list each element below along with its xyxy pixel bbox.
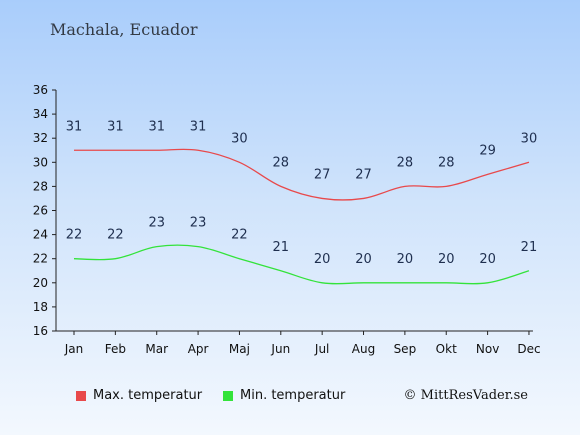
x-tick-label: Jul: [314, 342, 329, 356]
data-label-min: 22: [107, 228, 124, 243]
y-tick-label: 36: [33, 83, 48, 97]
data-label-min: 20: [355, 252, 372, 267]
data-label-max: 28: [273, 155, 290, 170]
x-tick-label: Okt: [436, 342, 457, 356]
legend-label-min: Min. temperatur: [240, 388, 346, 403]
data-label-min: 21: [521, 240, 538, 255]
x-tick-label: Sep: [394, 342, 417, 356]
legend-label-max: Max. temperatur: [93, 388, 203, 403]
data-label-min: 20: [314, 252, 331, 267]
x-tick-label: Apr: [188, 342, 209, 356]
legend-item-min: Min. temperatur: [223, 388, 345, 403]
y-tick-label: 24: [33, 228, 48, 242]
x-tick-label: Aug: [352, 342, 375, 356]
copyright-link[interactable]: © MittResVader.se: [403, 388, 528, 403]
data-label-max: 31: [107, 119, 124, 134]
legend-item-max: Max. temperatur: [76, 388, 202, 403]
y-tick-label: 20: [33, 276, 48, 290]
data-label-min: 20: [438, 252, 455, 267]
y-tick-label: 16: [33, 324, 48, 338]
x-tick-label: Maj: [229, 342, 250, 356]
x-tick-label: Mar: [145, 342, 168, 356]
x-tick-label: Jun: [270, 342, 290, 356]
y-tick-label: 18: [33, 300, 48, 314]
data-label-min: 20: [479, 252, 496, 267]
series-layer: [73, 148, 530, 285]
legend-swatch-min: [223, 390, 233, 401]
temperature-chart: 16 18 20 22 24 26 28 30 32 34 36 Jan Feb Mar Apr Maj Jun…: [33, 83, 541, 356]
data-label-max: 31: [66, 119, 83, 134]
data-label-min: 22: [231, 228, 248, 243]
data-label-max: 27: [314, 167, 331, 182]
legend: Max. temperatur Min. temperatur © MittRe…: [0, 388, 580, 408]
data-label-max: 28: [438, 155, 455, 170]
data-label-max: 31: [148, 119, 165, 134]
data-label-max: 30: [521, 131, 538, 146]
data-label-max: 30: [231, 131, 248, 146]
x-tick-label: Dec: [517, 342, 540, 356]
data-label-max: 31: [190, 119, 207, 134]
axes: 16 18 20 22 24 26 28 30 32 34 36 Jan Feb Mar Apr Maj Jun…: [33, 83, 541, 356]
data-label-max: 29: [479, 143, 496, 158]
y-tick-label: 30: [33, 155, 48, 169]
y-tick-label: 34: [33, 107, 48, 121]
data-label-min: 22: [66, 228, 83, 243]
data-label-max: 27: [355, 167, 372, 182]
data-labels: 31 31 31 31 30 28 27 27 28 28 29 30 22 22 23 23 22 21 20 20…: [66, 119, 538, 267]
data-label-min: 21: [273, 240, 290, 255]
y-tick-label: 28: [33, 179, 48, 193]
legend-swatch-max: [76, 390, 86, 401]
x-tick-label: Feb: [105, 342, 126, 356]
series-line-max: [74, 148, 530, 201]
series-line-min: [73, 244, 530, 285]
y-tick-label: 26: [33, 204, 48, 218]
y-tick-label: 32: [33, 131, 48, 145]
data-label-min: 20: [397, 252, 414, 267]
data-label-max: 28: [397, 155, 414, 170]
data-label-min: 23: [190, 216, 207, 231]
y-tick-label: 22: [33, 252, 48, 266]
x-tick-label: Jan: [64, 342, 84, 356]
location-title: Machala, Ecuador: [50, 20, 198, 39]
x-tick-label: Nov: [476, 342, 499, 356]
data-label-min: 23: [148, 216, 165, 231]
